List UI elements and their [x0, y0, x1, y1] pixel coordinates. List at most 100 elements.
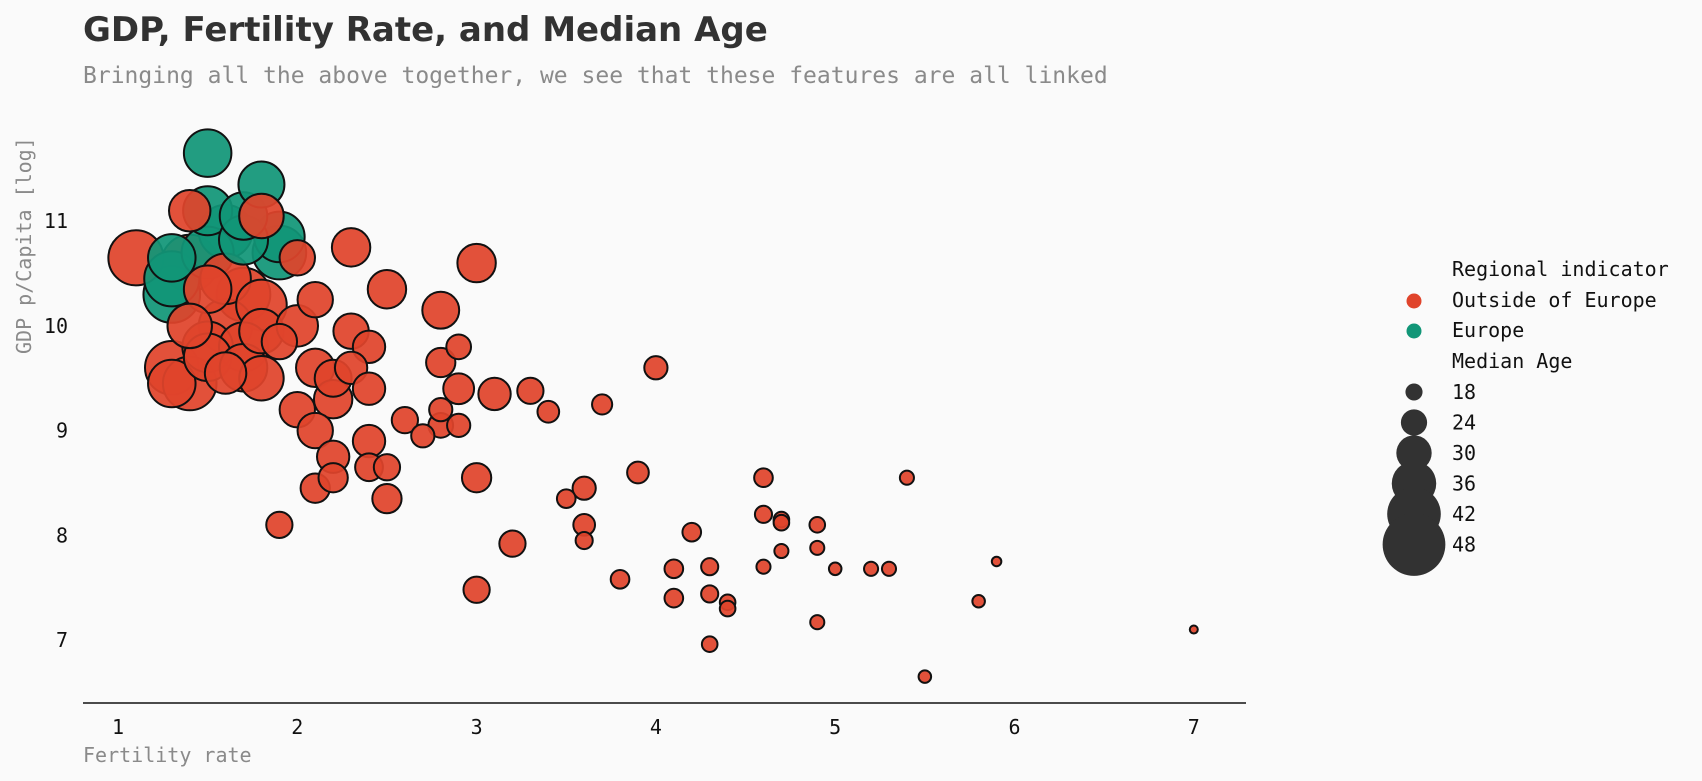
legend-size-label: 48 — [1452, 533, 1476, 557]
data-point-outside-of-europe — [681, 521, 703, 543]
data-point-outside-of-europe — [410, 423, 436, 449]
chart-title: GDP, Fertility Rate, and Median Age — [83, 10, 768, 50]
data-point-europe — [182, 128, 233, 178]
data-point-outside-of-europe — [880, 560, 898, 577]
data-point-outside-of-europe — [591, 393, 614, 416]
data-point-outside-of-europe — [168, 189, 212, 233]
data-point-europe — [147, 233, 197, 283]
data-point-outside-of-europe — [317, 462, 349, 494]
data-point-outside-of-europe — [809, 614, 826, 631]
data-point-outside-of-europe — [609, 568, 631, 590]
y-axis-label: GDP p/Capita [log] — [12, 137, 36, 354]
data-point-outside-of-europe — [296, 281, 334, 319]
legend-swatch-outside-europe — [1406, 293, 1422, 309]
legend-size-marker — [1400, 409, 1428, 436]
x-tick-label: 7 — [1188, 715, 1200, 739]
data-point-outside-of-europe — [753, 504, 774, 524]
data-point-outside-of-europe — [445, 333, 473, 361]
x-tick-label: 4 — [650, 715, 662, 739]
y-tick-label: 8 — [56, 523, 68, 547]
data-point-outside-of-europe — [278, 239, 316, 277]
legend-size-label: 36 — [1452, 472, 1476, 496]
data-point-outside-of-europe — [166, 302, 213, 350]
data-point-outside-of-europe — [827, 561, 843, 577]
data-point-outside-of-europe — [863, 560, 880, 577]
data-point-outside-of-europe — [773, 542, 790, 560]
legend-size-title: Median Age — [1452, 349, 1572, 373]
data-point-outside-of-europe — [421, 290, 461, 330]
chart-subtitle: Bringing all the above together, we see … — [83, 63, 1108, 89]
data-point-outside-of-europe — [643, 355, 669, 381]
data-point-outside-of-europe — [372, 453, 402, 482]
legend-size-label: 30 — [1452, 441, 1476, 465]
data-point-outside-of-europe — [330, 227, 372, 268]
legend-label-europe: Europe — [1452, 318, 1524, 342]
data-point-outside-of-europe — [147, 358, 197, 409]
y-tick-label: 11 — [44, 209, 68, 233]
data-point-outside-of-europe — [753, 467, 774, 489]
data-point-outside-of-europe — [265, 510, 294, 539]
data-point-outside-of-europe — [663, 587, 685, 609]
legend-label-outside-europe: Outside of Europe — [1452, 288, 1657, 312]
data-point-outside-of-europe — [555, 488, 577, 509]
data-point-outside-of-europe — [516, 376, 545, 405]
data-point-outside-of-europe — [460, 462, 493, 494]
data-point-outside-of-europe — [203, 351, 248, 395]
data-point-outside-of-europe — [917, 669, 933, 684]
data-point-outside-of-europe — [428, 397, 454, 423]
data-point-outside-of-europe — [718, 599, 737, 618]
legend-color-title: Regional indicator — [1452, 257, 1669, 281]
chart-legend: Regional indicator Outside of Europe Eur… — [1382, 257, 1669, 576]
data-point-outside-of-europe — [498, 529, 527, 558]
y-tick-label: 10 — [44, 314, 68, 338]
data-point-outside-of-europe — [351, 371, 387, 406]
data-point-outside-of-europe — [1188, 624, 1199, 635]
data-point-outside-of-europe — [390, 406, 420, 435]
data-point-outside-of-europe — [755, 558, 772, 575]
data-point-outside-of-europe — [238, 192, 285, 240]
data-point-outside-of-europe — [456, 242, 497, 284]
data-point-outside-of-europe — [772, 513, 791, 532]
data-point-outside-of-europe — [536, 399, 561, 424]
y-tick-label: 9 — [56, 419, 68, 443]
legend-size-label: 42 — [1452, 502, 1476, 526]
data-point-outside-of-europe — [990, 555, 1003, 568]
plot-area — [107, 128, 1199, 684]
x-tick-label: 2 — [291, 715, 303, 739]
data-point-outside-of-europe — [462, 575, 491, 604]
legend-size-entries: 18 24 30 36 42 48 — [1382, 380, 1476, 576]
data-point-outside-of-europe — [371, 483, 403, 515]
legend-size-marker — [1405, 383, 1423, 401]
x-tick-labels: 1 2 3 4 5 6 7 — [112, 715, 1200, 739]
data-point-outside-of-europe — [477, 376, 512, 412]
data-point-outside-of-europe — [971, 593, 986, 609]
x-tick-label: 3 — [471, 715, 483, 739]
legend-size-label: 24 — [1452, 411, 1476, 435]
data-point-outside-of-europe — [442, 372, 476, 406]
y-tick-label: 7 — [56, 628, 68, 652]
data-point-outside-of-europe — [446, 412, 472, 438]
data-point-outside-of-europe — [808, 516, 827, 534]
data-point-outside-of-europe — [296, 411, 334, 450]
legend-swatch-europe — [1406, 323, 1422, 339]
data-point-outside-of-europe — [366, 269, 408, 310]
x-axis-label: Fertility rate — [83, 743, 252, 767]
x-tick-label: 6 — [1008, 715, 1020, 739]
data-point-outside-of-europe — [700, 635, 719, 653]
data-point-outside-of-europe — [626, 460, 650, 485]
data-point-outside-of-europe — [809, 539, 826, 556]
x-tick-label: 5 — [829, 715, 841, 739]
data-point-outside-of-europe — [425, 346, 457, 379]
data-point-outside-of-europe — [898, 469, 915, 486]
data-point-outside-of-europe — [663, 558, 685, 580]
legend-size-marker — [1396, 435, 1432, 471]
data-point-outside-of-europe — [574, 530, 594, 551]
data-point-outside-of-europe — [571, 475, 597, 501]
y-tick-labels: 7 8 9 10 11 — [44, 209, 68, 652]
data-point-outside-of-europe — [700, 557, 720, 577]
data-point-outside-of-europe — [700, 584, 720, 604]
legend-size-marker — [1382, 513, 1446, 576]
legend-size-label: 18 — [1452, 380, 1476, 404]
x-tick-label: 1 — [112, 715, 124, 739]
